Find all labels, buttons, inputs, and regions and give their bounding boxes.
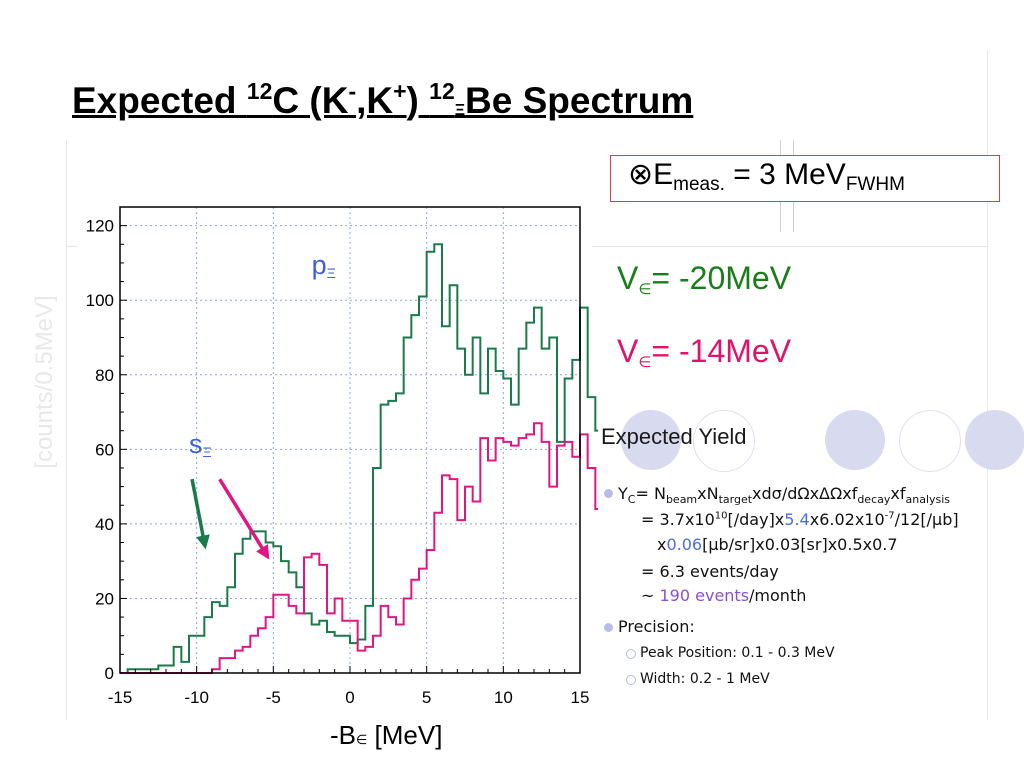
x-axis-label: -B∈ [MeV] [330, 720, 443, 750]
annotation-subscript: Ξ [203, 444, 212, 460]
y-tick-label: 80 [95, 366, 114, 385]
precision-label: Precision: [618, 617, 695, 636]
y-tick-label: 120 [86, 217, 114, 236]
slide-title: Expected 12C (K-,K+) 12ΞBe Spectrum [72, 78, 694, 121]
x-tick-label: 0 [345, 688, 354, 707]
decorative-circle [693, 410, 755, 472]
y-tick-label: 0 [105, 664, 114, 683]
potential-pink: V∈= -14MeV [617, 333, 792, 371]
yield-line-3: x0.06[μb/sr]x0.03[sr]x0.5x0.7 [657, 535, 898, 554]
yield-line-2: = 3.7x1010[/day]x5.4x6.02x10-7/12[/μb] [641, 510, 959, 529]
yield-title: Expected Yield [601, 424, 747, 449]
y-tick-label: 60 [95, 440, 114, 459]
x-tick-label: -5 [266, 688, 281, 707]
y-tick-label: 100 [86, 291, 114, 310]
width-value: Width: 0.2 - 1 MeV [640, 671, 770, 687]
annotation: sΞ [189, 429, 212, 460]
series-green [120, 243, 598, 674]
x-tick-label: 15 [571, 688, 590, 707]
peak-position: Peak Position: 0.1 - 0.3 MeV [640, 645, 835, 661]
y-axis-label: [counts/0.5MeV] [31, 295, 58, 469]
decorative-circle [899, 410, 961, 472]
bullet [604, 489, 613, 498]
y-tick-label: 20 [95, 589, 114, 608]
potential-green: V∈= -20MeV [617, 260, 792, 298]
decorative-rule [987, 50, 988, 720]
yield-line-4: = 6.3 events/day [641, 562, 779, 581]
resolution-text: ⊗Emeas. = 3 MeVFWHM [628, 158, 905, 195]
resolution-box [610, 155, 1000, 202]
bullet [604, 623, 613, 632]
x-tick-label: 10 [494, 688, 513, 707]
plot-frame [119, 206, 581, 674]
decorative-rule [66, 140, 67, 720]
sub-bullet [626, 649, 636, 659]
arrow-green [190, 478, 210, 550]
x-tick-label: -15 [108, 688, 133, 707]
decorative-circle [965, 410, 1024, 470]
annotation-text: s [189, 429, 203, 459]
yield-line-5: ~ 190 events/month [641, 586, 807, 605]
y-tick-label: 40 [95, 515, 114, 534]
yield-formula: YC= NbeamxNtargetxdσ/dΩxΔΩxfdecayxfanaly… [618, 484, 951, 507]
annotation: pΞ [312, 250, 336, 281]
sub-bullet [626, 675, 636, 685]
decorative-rule [592, 246, 987, 247]
decorative-rule [66, 246, 78, 247]
decorative-circle [825, 410, 885, 470]
annotation-subscript: Ξ [327, 265, 336, 281]
annotation-text: p [312, 250, 327, 280]
series-pink [120, 422, 598, 674]
x-tick-label: 5 [422, 688, 431, 707]
arrow-pink [218, 478, 270, 560]
x-tick-label: -10 [184, 688, 209, 707]
decorative-circle [621, 410, 681, 470]
